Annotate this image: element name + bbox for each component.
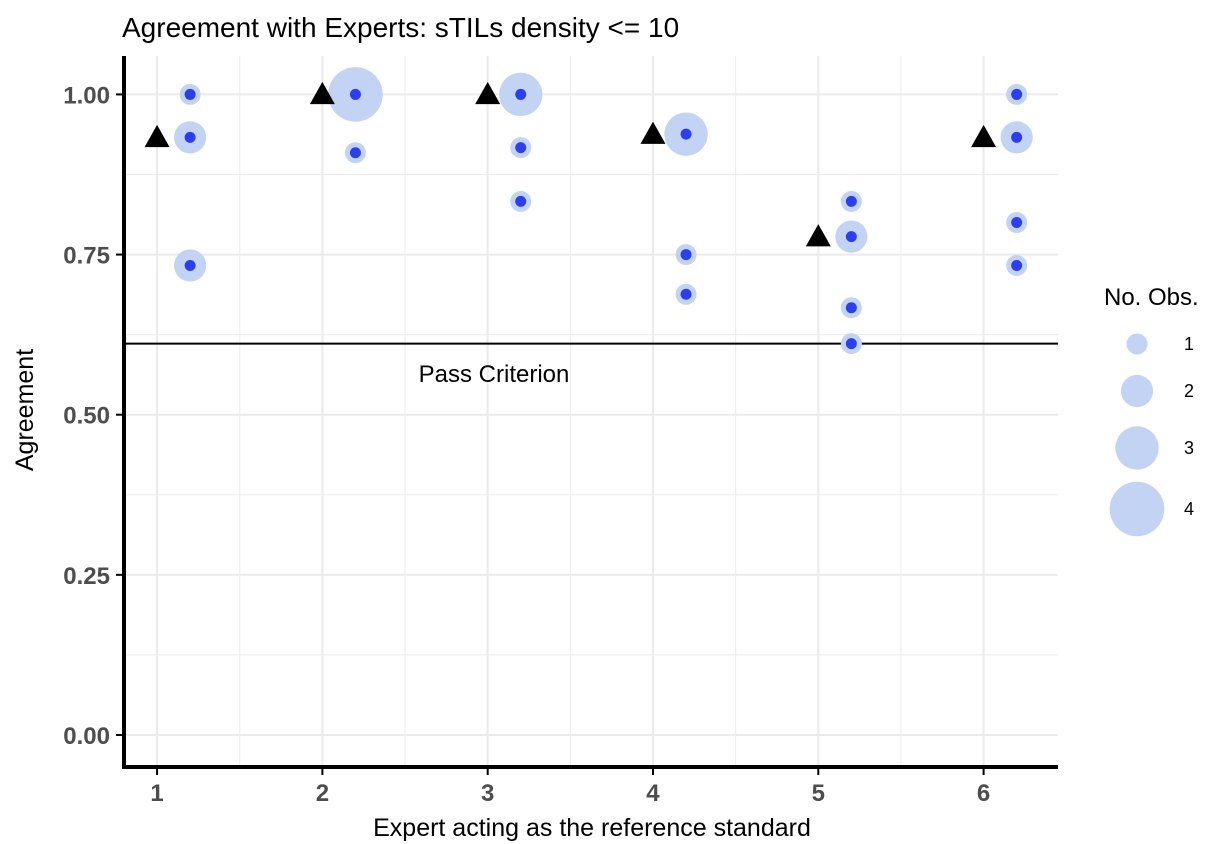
data-point <box>184 88 196 100</box>
data-point <box>515 195 527 207</box>
x-axis-title: Expert acting as the reference standard <box>373 814 811 842</box>
y-tick-label: 0.50 <box>63 403 110 430</box>
y-tick-label: 0.00 <box>63 723 110 750</box>
x-tick-label: 3 <box>481 780 494 807</box>
triangle-marker <box>640 121 666 144</box>
data-point <box>349 147 361 159</box>
data-point <box>184 259 196 271</box>
x-tick-label: 4 <box>646 780 660 807</box>
x-tick-label: 5 <box>812 780 825 807</box>
data-point <box>845 338 857 350</box>
triangle-layer <box>144 81 997 247</box>
legend-label: 2 <box>1184 381 1194 401</box>
triangle-marker <box>971 124 997 148</box>
triangle-marker <box>805 224 831 247</box>
legend-label: 1 <box>1184 334 1194 354</box>
data-point <box>680 128 692 140</box>
legend-title: No. Obs. <box>1104 284 1199 311</box>
triangle-marker <box>144 124 170 148</box>
y-tick-label: 0.75 <box>63 243 110 270</box>
data-point <box>680 288 692 300</box>
data-point <box>1011 131 1023 143</box>
legend-label: 4 <box>1184 499 1194 519</box>
data-point <box>1011 217 1023 229</box>
legend: No. Obs. 1 2 3 4 <box>1104 284 1199 537</box>
y-tick-label: 0.25 <box>63 563 110 590</box>
legend-key <box>1120 374 1154 408</box>
x-tick-label: 6 <box>977 780 990 807</box>
data-point <box>184 131 196 143</box>
axes <box>116 56 1058 775</box>
data-point <box>349 88 361 100</box>
bubble-layer <box>174 67 1033 355</box>
triangle-marker <box>475 81 501 105</box>
dot-layer <box>184 88 1023 350</box>
triangle-marker <box>309 81 335 105</box>
data-point <box>845 302 857 314</box>
data-point <box>515 88 527 100</box>
legend-key <box>1115 426 1159 470</box>
reference-line-label: Pass Criterion <box>419 361 570 388</box>
legend-key <box>1109 481 1165 537</box>
y-tick-label: 1.00 <box>63 82 110 109</box>
data-point <box>845 231 857 243</box>
legend-label: 3 <box>1184 438 1194 458</box>
tick-labels: 0.00 0.25 0.50 0.75 1.00 1 2 3 4 5 6 <box>63 82 990 807</box>
data-point <box>515 142 527 154</box>
data-point <box>1011 259 1023 271</box>
data-point <box>845 195 857 207</box>
data-point <box>680 249 692 261</box>
x-tick-label: 2 <box>316 780 329 807</box>
chart-title: Agreement with Experts: sTILs density <=… <box>122 12 679 43</box>
grid <box>124 56 1058 767</box>
data-point <box>1011 88 1023 100</box>
legend-key <box>1126 333 1148 355</box>
x-tick-label: 1 <box>150 780 163 807</box>
y-axis-title: Agreement <box>11 349 39 471</box>
